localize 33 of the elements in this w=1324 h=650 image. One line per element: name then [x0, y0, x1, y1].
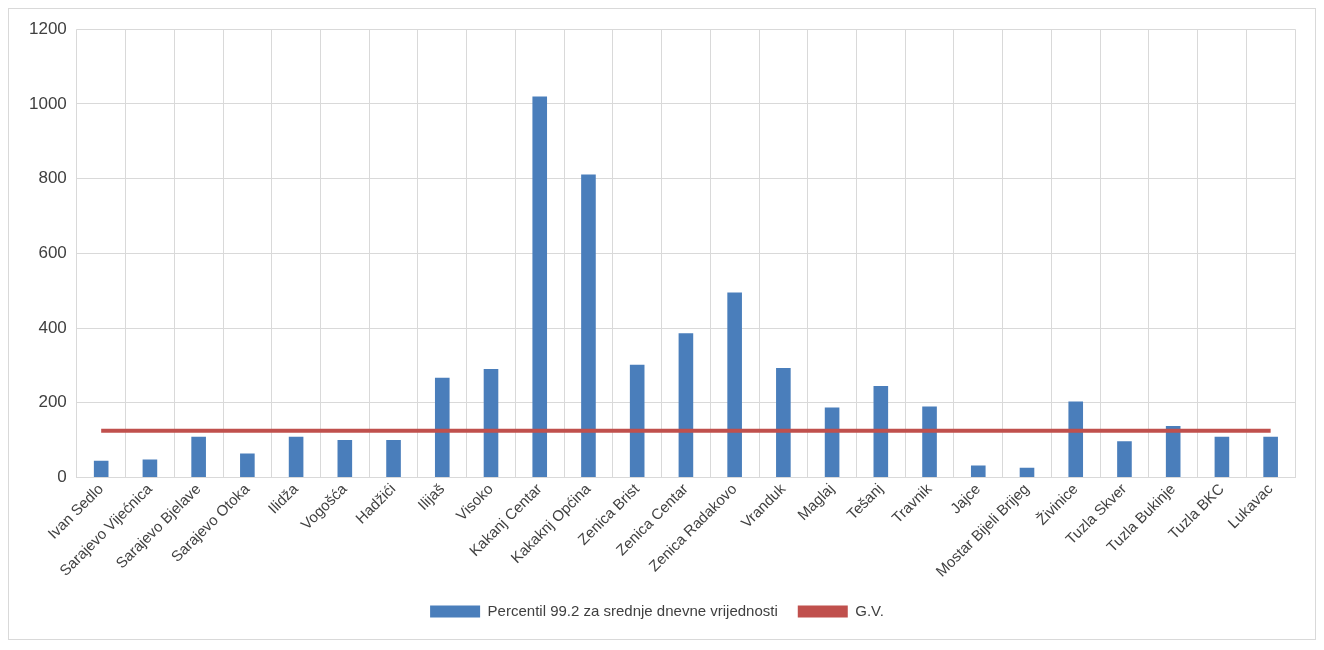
bar: [288, 436, 304, 477]
bar: [483, 369, 499, 477]
bar: [240, 453, 255, 477]
bar: [191, 436, 206, 477]
bar: [93, 460, 109, 477]
legend-label: Percentil 99.2 za srednje dnevne vrijednosti: [487, 601, 778, 619]
bar: [142, 459, 158, 477]
bar: [1263, 436, 1278, 477]
bar: [824, 407, 840, 477]
y-tick-label: 1200: [28, 18, 67, 38]
y-tick-label: 1000: [28, 93, 67, 113]
bar: [1117, 441, 1132, 477]
y-tick-label: 0: [57, 467, 67, 487]
bar: [678, 333, 694, 477]
bar: [532, 96, 548, 477]
y-tick-label: 200: [38, 392, 67, 412]
y-tick-label: 400: [38, 317, 67, 337]
bar: [434, 377, 450, 477]
bar: [776, 368, 791, 477]
bar: [873, 385, 889, 477]
bar: [1068, 401, 1084, 477]
y-tick-label: 600: [38, 243, 67, 263]
bar: [1019, 467, 1035, 477]
bar: [727, 292, 742, 477]
bar: [922, 406, 937, 477]
bar: [386, 440, 401, 477]
bar: [970, 465, 986, 477]
y-tick-label: 800: [38, 168, 67, 188]
legend-label: G.V.: [855, 601, 884, 619]
bar: [1214, 436, 1230, 477]
bar: [581, 174, 596, 477]
bar: [629, 364, 645, 477]
bar: [337, 440, 353, 477]
